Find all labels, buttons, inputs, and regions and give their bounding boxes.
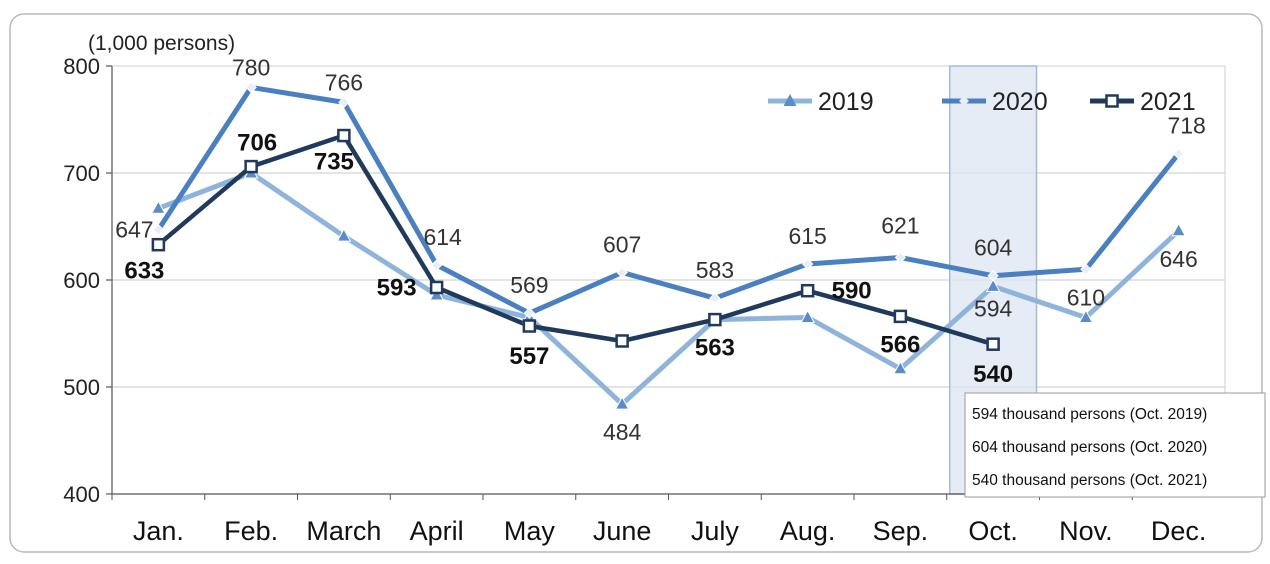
point-2019	[151, 200, 166, 214]
point-2020	[245, 81, 257, 94]
x-tick-label: Nov.	[1059, 516, 1113, 546]
point-2020	[801, 258, 814, 270]
y-tick-label: 400	[63, 482, 100, 507]
point-2019	[893, 360, 908, 375]
point-2021	[429, 280, 444, 295]
point-2020	[523, 307, 536, 319]
point-2020	[616, 266, 628, 279]
y-tick-label: 600	[63, 268, 100, 293]
y-tick-label: 800	[63, 54, 100, 79]
data-label-2021: 540	[973, 361, 1013, 388]
point-2020	[152, 224, 165, 236]
x-tick-label: April	[410, 516, 464, 546]
x-tick-label: Feb.	[224, 516, 278, 546]
data-label-2021: 593	[377, 274, 417, 301]
point-2020	[709, 292, 721, 304]
data-label-2019: 594	[974, 295, 1013, 321]
data-label-2021: 633	[124, 258, 164, 285]
x-tick-label: Oct.	[968, 516, 1018, 546]
x-tick-label: March	[306, 516, 381, 546]
x-tick-label: Aug.	[780, 516, 836, 546]
data-label-2021: 706	[237, 130, 277, 157]
data-label-2021: 563	[695, 335, 735, 362]
data-label-2020: 604	[974, 235, 1013, 261]
legend-marker	[783, 94, 797, 106]
legend-label: 2020	[992, 88, 1048, 116]
annotation-text: 540 thousand persons (Oct. 2021)	[972, 472, 1207, 489]
x-tick-label: Dec.	[1151, 516, 1207, 546]
data-label-2021: 566	[880, 331, 920, 358]
x-tick-label: July	[691, 516, 740, 546]
x-tick-label: Sep.	[873, 516, 929, 546]
point-2021	[522, 319, 537, 333]
series-line-2021	[156, 133, 996, 347]
point-2019	[614, 396, 630, 410]
data-label-2020: 615	[788, 223, 826, 249]
y-tick-label: 500	[63, 375, 100, 400]
point-2019	[1078, 309, 1094, 323]
series-line-2020	[155, 84, 1182, 316]
annotation-box	[964, 392, 1266, 498]
y-tick-label: 700	[63, 161, 100, 186]
series-line-2019	[155, 170, 1182, 407]
data-label-2020: 607	[603, 232, 641, 258]
point-2021	[151, 237, 166, 252]
point-2020	[987, 270, 999, 282]
point-2021	[893, 309, 908, 324]
point-2021	[986, 337, 1000, 351]
point-2020	[338, 96, 350, 109]
point-2021	[615, 334, 629, 348]
data-label-2020: 621	[881, 213, 919, 239]
x-tick-label: May	[504, 516, 556, 546]
data-label-2020: 610	[1067, 284, 1105, 310]
point-2020	[894, 251, 907, 264]
data-label-2020: 718	[1167, 113, 1205, 139]
data-label-2020: 583	[696, 257, 734, 283]
point-2019	[1171, 222, 1186, 237]
y-axis-unit-label: (1,000 persons)	[88, 32, 235, 55]
data-label-2021: 590	[832, 278, 872, 305]
point-2021	[708, 312, 722, 327]
point-2019	[336, 228, 352, 242]
x-tick-label: Jan.	[133, 516, 184, 546]
annotation-text: 604 thousand persons (Oct. 2020)	[972, 439, 1207, 456]
data-label-2020: 766	[325, 69, 363, 95]
point-2019	[985, 278, 1001, 292]
data-label-2019: 484	[603, 419, 642, 445]
point-2019	[800, 309, 815, 323]
legend-label: 2021	[1140, 88, 1196, 116]
data-label-2019: 646	[1159, 246, 1197, 272]
legend-marker	[959, 96, 969, 106]
data-label-2021: 735	[314, 149, 354, 176]
point-2021	[800, 283, 815, 298]
annotation-text: 594 thousand persons (Oct. 2019)	[972, 406, 1207, 423]
data-label-2020: 780	[232, 54, 270, 80]
data-label-2021: 557	[509, 343, 549, 370]
data-label-2020: 647	[115, 217, 153, 243]
data-label-2020: 614	[423, 224, 462, 250]
legend-marker	[1105, 94, 1119, 108]
x-tick-label: June	[593, 516, 652, 546]
point-2021	[244, 159, 258, 174]
point-2020	[1080, 263, 1092, 276]
point-2021	[337, 128, 351, 143]
point-2020	[430, 259, 443, 271]
legend-label: 2019	[818, 88, 874, 116]
point-2020	[1172, 148, 1185, 160]
data-label-2020: 569	[510, 272, 548, 298]
